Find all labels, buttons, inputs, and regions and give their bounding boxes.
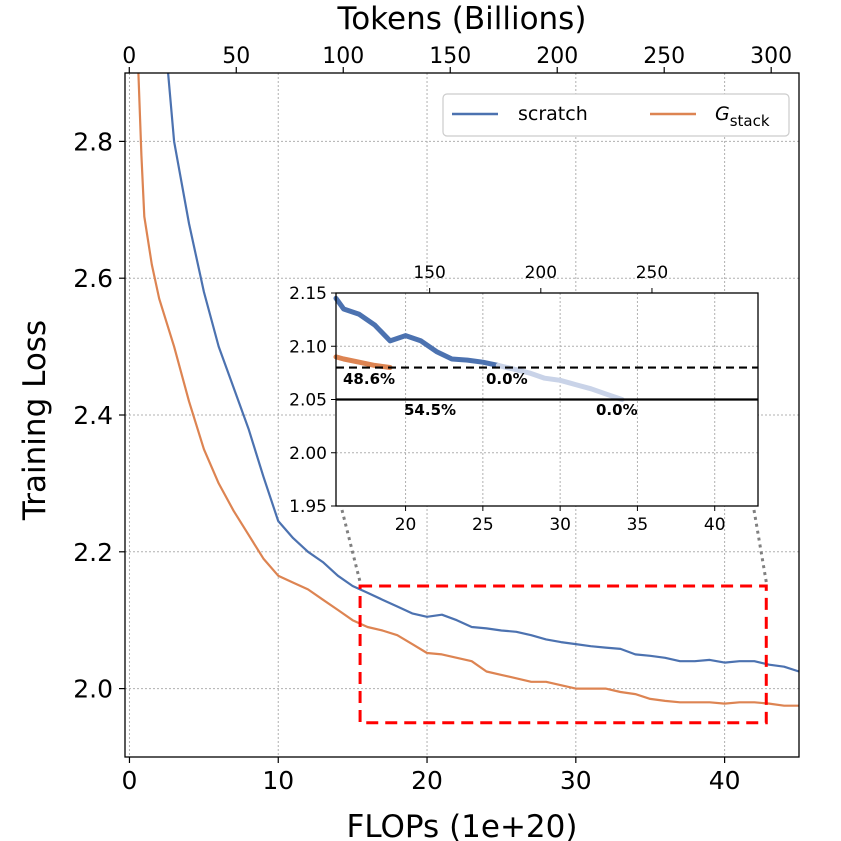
y-tick-label: 2.8 [73,127,113,156]
series-line-g-stack [137,72,799,707]
inset-top-tick-label: 250 [636,263,668,283]
inset-x-ticks: 20 25 30 35 40 [395,506,726,535]
top-tick-label: 0 [122,44,136,69]
connector-right [752,509,768,583]
inset-x-tick-label: 25 [472,515,494,535]
inset-y-tick-label: 1.95 [289,497,327,517]
legend-label-gstack: Gstack [715,103,770,130]
inset-y-tick-label: 2.05 [289,391,327,411]
top-axis-ticks: 0 50 100 150 200 250 300 [122,44,792,73]
y-axis-label: Training Loss [17,320,53,521]
legend-box [442,93,790,137]
inset-annotation-4: 0.0% [596,401,638,419]
inset-top-tick-label: 200 [525,263,557,283]
x-axis-ticks: 0 10 20 30 40 [122,757,741,795]
top-tick-label: 250 [643,44,685,69]
x-axis-label: FLOPs (1e+20) [347,809,578,841]
top-tick-label: 300 [750,44,792,69]
legend-label-scratch: scratch [518,103,588,125]
x-tick-label: 20 [411,766,443,795]
inset-annotation-3: 54.5% [404,401,456,419]
inset-y-ticks: 1.95 2.00 2.05 2.10 2.15 [289,284,336,517]
inset-grid [336,292,758,507]
inset-x-tick-label: 20 [395,515,417,535]
top-axis-label: Tokens (Billions) [337,1,587,37]
inset-top-ticks: 150 200 250 [413,263,668,293]
x-tick-label: 30 [560,766,592,795]
x-tick-label: 40 [709,766,741,795]
x-tick-label: 10 [262,766,294,795]
inset-y-tick-label: 2.00 [289,444,327,464]
y-tick-label: 2.4 [73,401,113,430]
y-axis-ticks: 2.0 2.2 2.4 2.6 2.8 [73,127,125,704]
connector-left [340,509,362,583]
inset-annotation-1: 48.6% [343,370,395,388]
top-tick-label: 100 [322,44,364,69]
inset-x-tick-label: 30 [549,515,571,535]
y-tick-label: 2.6 [73,264,113,293]
inset-series [333,295,625,402]
legend: scratch Gstack [442,93,790,137]
y-tick-label: 2.0 [73,675,113,704]
inset-annotation-2: 0.0% [486,370,528,388]
inset-y-tick-label: 2.15 [289,284,327,304]
zoom-box [358,584,768,725]
top-tick-label: 200 [536,44,578,69]
x-tick-label: 0 [122,766,138,795]
inset-x-tick-label: 35 [627,515,649,535]
inset-threshold-lines [336,366,758,401]
legend-label-stack: stack [730,112,770,130]
top-tick-label: 150 [429,44,471,69]
inset-x-tick-label: 40 [704,515,726,535]
inset-series-scratch-faded [495,362,625,402]
main-series [137,72,800,707]
inset-series-scratch [333,295,501,368]
inset-series-g-stack [333,354,393,370]
top-tick-label: 50 [222,44,250,69]
legend-label-g: G [715,103,730,125]
series-line-scratch [167,72,800,673]
inset-y-tick-label: 2.10 [289,337,327,357]
inset-top-tick-label: 150 [413,263,445,283]
inset-zoom-plot: 48.6% 0.0% 54.5% 0.0% 20 25 30 35 40 1.95 2.0… [289,263,759,535]
y-tick-label: 2.2 [73,538,113,567]
zoom-connectors [340,509,768,583]
